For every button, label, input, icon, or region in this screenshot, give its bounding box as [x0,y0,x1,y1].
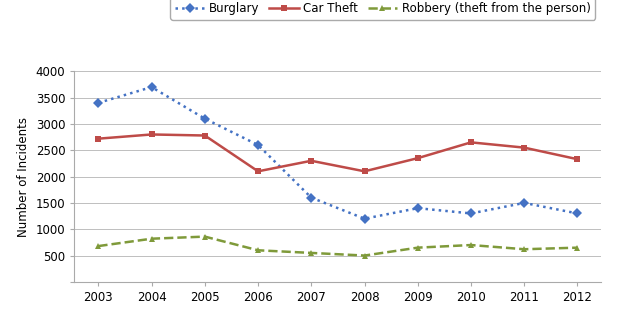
Y-axis label: Number of Incidents: Number of Incidents [17,117,30,237]
Line: Robbery (theft from the person): Robbery (theft from the person) [95,233,581,259]
Burglary [521,201,528,205]
Burglary [254,143,262,147]
Robbery (theft from the person) [95,244,102,248]
Car Theft [574,157,581,161]
Car Theft [148,133,155,136]
Car Theft [201,133,208,137]
Legend: Burglary, Car Theft, Robbery (theft from the person): Burglary, Car Theft, Robbery (theft from… [170,0,595,19]
Burglary [148,85,155,89]
Car Theft [308,159,315,163]
Robbery (theft from the person) [308,251,315,255]
Burglary [95,101,102,105]
Robbery (theft from the person) [148,237,155,241]
Robbery (theft from the person) [574,246,581,249]
Car Theft [414,156,422,160]
Robbery (theft from the person) [201,235,208,238]
Car Theft [361,169,368,173]
Burglary [308,196,315,200]
Car Theft [467,140,475,144]
Car Theft [521,146,528,150]
Burglary [201,117,208,121]
Car Theft [254,169,262,173]
Burglary [574,212,581,215]
Robbery (theft from the person) [521,247,528,251]
Robbery (theft from the person) [361,254,368,258]
Burglary [467,212,475,215]
Car Theft [95,137,102,141]
Robbery (theft from the person) [467,243,475,247]
Burglary [361,217,368,221]
Robbery (theft from the person) [414,246,422,249]
Burglary [414,206,422,210]
Line: Car Theft: Car Theft [95,131,581,175]
Robbery (theft from the person) [254,248,262,252]
Line: Burglary: Burglary [95,84,581,222]
